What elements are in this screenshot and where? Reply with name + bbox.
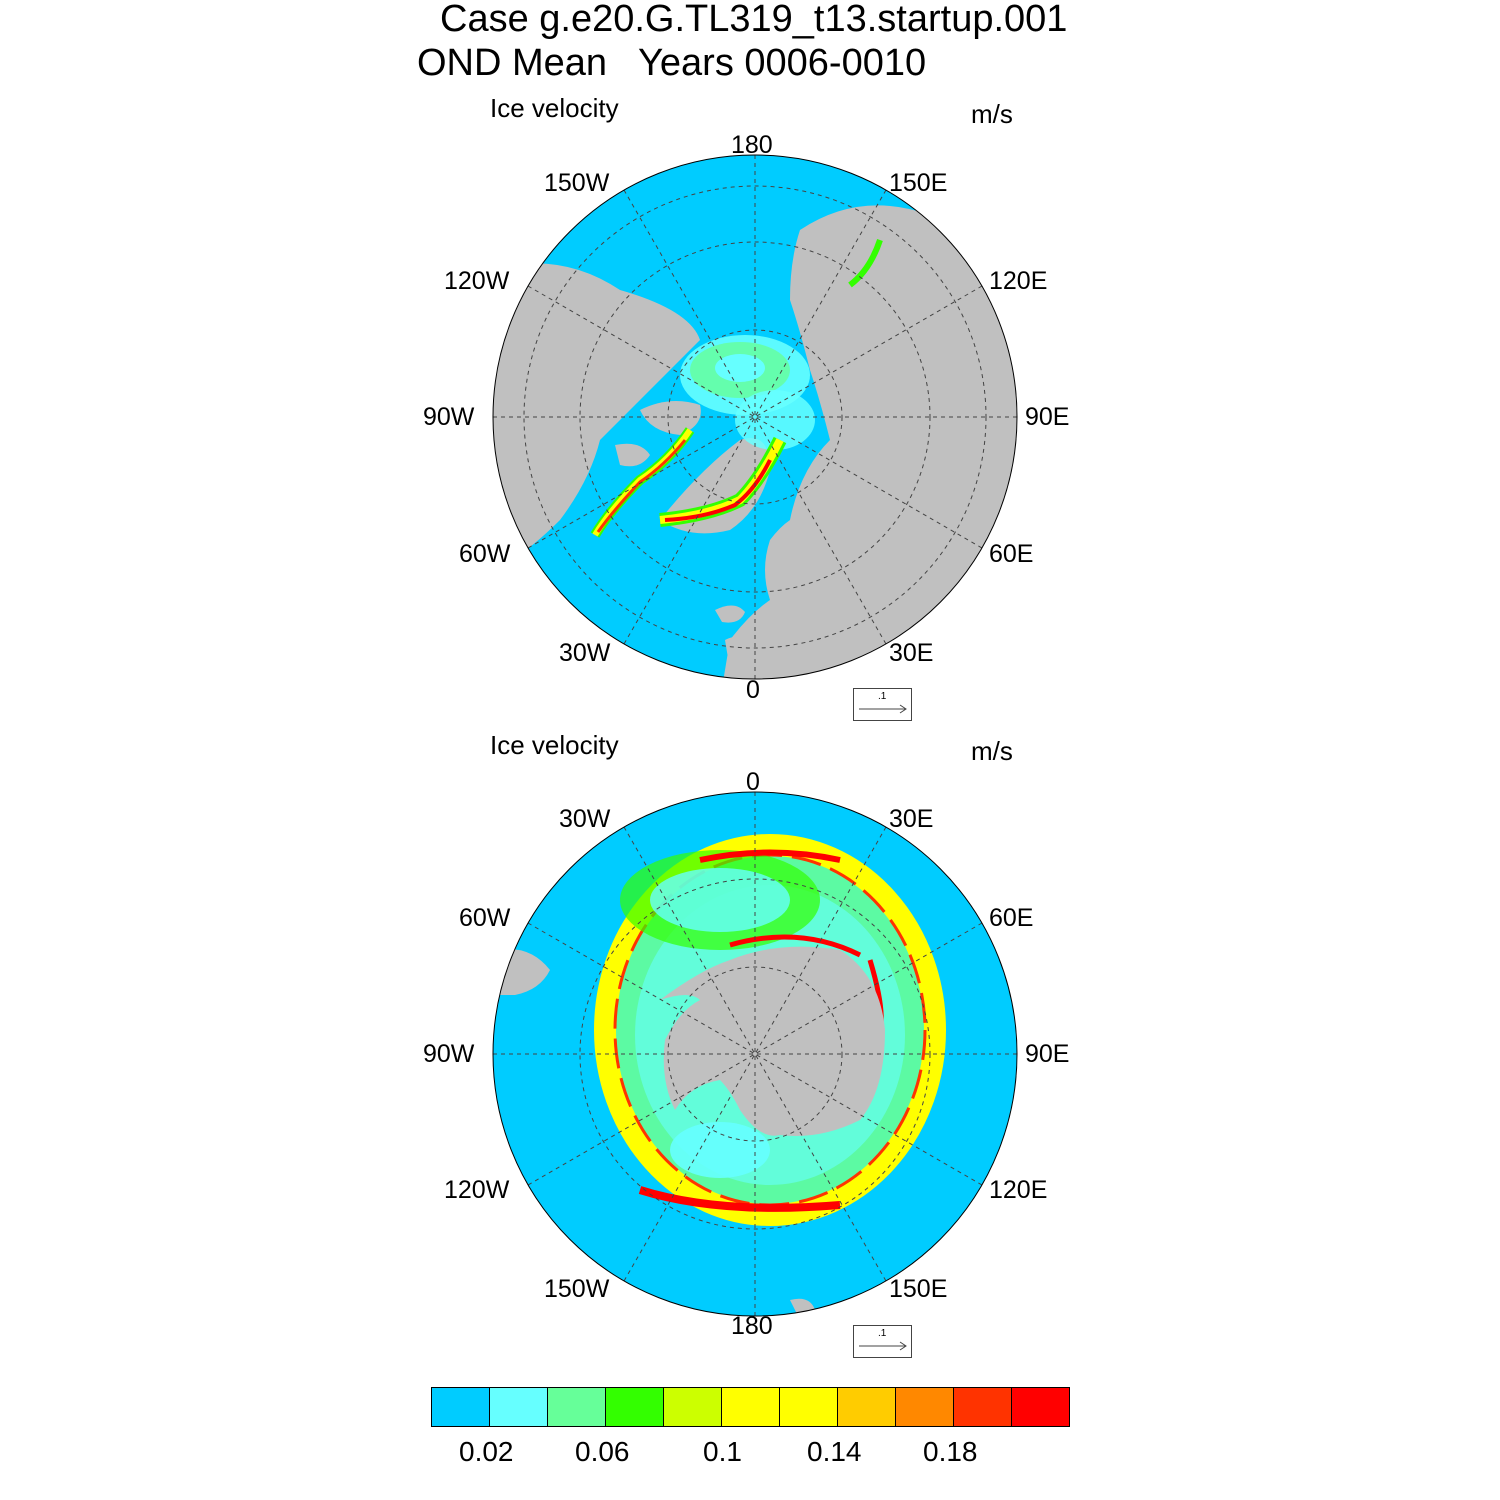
north-lon-label: 60E <box>989 540 1034 568</box>
north-lon-label: 90E <box>1025 403 1070 431</box>
colorbar-tick-label: 0.14 <box>807 1436 862 1467</box>
figure-title-case: Case g.e20.G.TL319_t13.startup.001 <box>440 0 1068 40</box>
colorbar-tick-label: 0.18 <box>923 1436 978 1467</box>
north-lon-label: 150E <box>889 169 948 197</box>
south-lon-label: 60W <box>459 904 511 932</box>
colorbar-swatch <box>663 1387 722 1427</box>
south-field-label: Ice velocity <box>490 730 619 760</box>
reference-arrow-icon <box>859 1341 907 1351</box>
colorbar-swatch <box>779 1387 838 1427</box>
north-reference-vector-label: .1 <box>878 691 887 702</box>
colorbar-tick-label: 0.1 <box>703 1436 742 1467</box>
north-lon-label: 120E <box>989 267 1048 295</box>
south-lon-label: 60E <box>989 904 1034 932</box>
north-reference-vector-box: .1 <box>853 688 912 721</box>
south-lon-label: 90E <box>1025 1040 1070 1068</box>
south-units-label: m/s <box>971 736 1013 766</box>
north-polar-map-panel: Ice velocity m/s <box>0 0 1500 730</box>
south-polar-map <box>492 791 1018 1317</box>
south-polar-map-panel: Ice velocity m/s <box>423 730 1070 1358</box>
north-lon-label: 30W <box>559 639 611 667</box>
north-lon-label: 180 <box>731 131 773 159</box>
north-land-masses <box>493 205 1017 679</box>
south-lon-label: 90W <box>423 1040 475 1068</box>
colorbar-swatch <box>721 1387 780 1427</box>
south-lon-label: 0 <box>746 768 760 796</box>
figure-title-period: OND Mean Years 0006-0010 <box>417 42 927 84</box>
colorbar-tick-label: 0.06 <box>575 1436 630 1467</box>
north-map-border <box>492 154 1018 680</box>
south-lon-label: 150E <box>889 1275 948 1303</box>
colorbar-tick-label: 0.02 <box>459 1436 514 1467</box>
north-field-label: Ice velocity <box>490 93 619 123</box>
reference-arrow-icon <box>859 704 907 714</box>
north-ice-velocity-field <box>590 239 883 538</box>
colorbar-swatch <box>837 1387 896 1427</box>
south-lon-label: 30E <box>889 805 934 833</box>
colorbar-swatch <box>489 1387 548 1427</box>
north-graticule <box>493 155 1017 679</box>
north-lon-label: 90W <box>423 403 475 431</box>
south-lon-label: 180 <box>731 1312 773 1340</box>
north-lon-label: 30E <box>889 639 934 667</box>
south-map-border <box>492 791 1018 1317</box>
colorbar-swatch <box>895 1387 954 1427</box>
colorbar-swatch <box>547 1387 606 1427</box>
south-land-masses <box>495 946 885 1316</box>
north-lon-label: 150W <box>544 169 610 197</box>
south-lon-label: 150W <box>544 1275 610 1303</box>
south-lon-label: 120E <box>989 1176 1048 1204</box>
colorbar-swatch <box>431 1387 490 1427</box>
north-polar-map <box>492 154 1018 680</box>
south-reference-vector-box: .1 <box>853 1325 912 1358</box>
colorbar <box>431 1387 1070 1427</box>
north-units-label: m/s <box>971 99 1013 129</box>
colorbar-swatch <box>953 1387 1012 1427</box>
south-reference-vector-label: .1 <box>878 1328 887 1339</box>
south-lon-label: 120W <box>444 1176 510 1204</box>
colorbar-swatch <box>605 1387 664 1427</box>
north-lon-label: 120W <box>444 267 510 295</box>
south-lon-label: 30W <box>559 805 611 833</box>
north-lon-label: 0 <box>746 676 760 704</box>
colorbar-swatch <box>1011 1387 1070 1427</box>
north-lon-label: 60W <box>459 540 511 568</box>
south-graticule <box>493 792 1017 1316</box>
